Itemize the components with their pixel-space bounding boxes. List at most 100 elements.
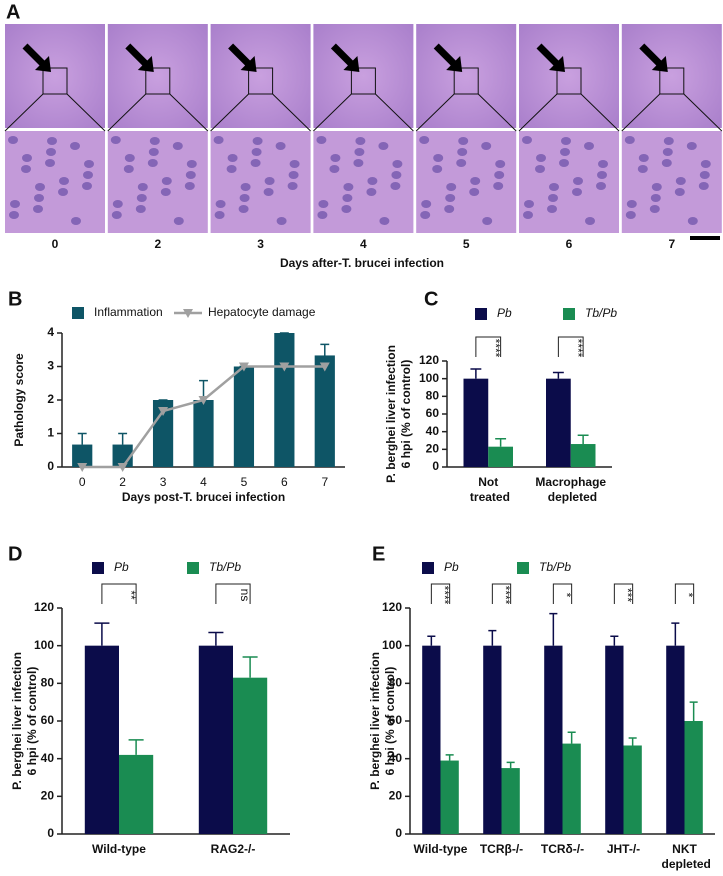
nucleus — [596, 182, 606, 190]
y-tick-label: 4 — [47, 325, 54, 339]
zoom-line — [4, 93, 44, 132]
legend-swatch — [517, 562, 529, 574]
zoom-line — [415, 93, 455, 132]
nucleus — [112, 200, 123, 208]
legend-swatch — [92, 562, 104, 574]
x-tick-label: Macrophage depleted — [535, 475, 606, 504]
y-tick-label: 100 — [382, 638, 402, 652]
error-bar — [118, 432, 128, 445]
nucleus — [378, 142, 389, 150]
nucleus — [561, 137, 571, 145]
bar — [72, 444, 93, 467]
nucleus — [661, 159, 672, 167]
nucleus — [433, 154, 444, 162]
nucleus — [392, 160, 403, 168]
nucleus — [522, 136, 532, 144]
bar — [546, 378, 571, 467]
nucleus — [226, 165, 237, 173]
zoom-box — [42, 67, 68, 95]
micrograph-high — [621, 131, 722, 233]
x-tick-label: Not treated — [467, 475, 510, 504]
nucleus — [148, 148, 159, 156]
bar — [544, 645, 563, 834]
significance-bracket — [613, 583, 634, 604]
nucleus — [445, 194, 456, 202]
nucleus — [186, 160, 197, 168]
x-tick-label: 7 — [321, 475, 328, 489]
error-bar — [495, 437, 507, 447]
micrograph-high — [5, 131, 105, 233]
nucleus — [624, 136, 635, 144]
nucleus — [572, 188, 582, 196]
nucleus — [215, 200, 226, 208]
y-axis-label: Pathology score — [12, 353, 26, 447]
error-bar — [427, 635, 436, 646]
bar — [274, 333, 295, 467]
error-bar — [549, 612, 558, 646]
nucleus — [626, 200, 637, 208]
nucleus — [481, 142, 492, 150]
nucleus — [391, 171, 402, 179]
significance-label: **** — [437, 586, 451, 605]
y-tick-label: 100 — [419, 371, 439, 385]
day-label: 4 — [360, 237, 367, 251]
bar — [562, 743, 581, 834]
nucleus — [523, 211, 533, 219]
bar — [233, 677, 268, 834]
nucleus — [366, 188, 377, 196]
x-tick-label: JHT-/- — [607, 842, 640, 856]
zoom-box — [453, 67, 479, 95]
nucleus — [674, 188, 685, 196]
bar — [198, 645, 233, 834]
micrograph-low — [416, 24, 517, 128]
arrow-head — [35, 56, 51, 72]
nucleus — [456, 159, 467, 167]
error-bar — [242, 656, 258, 678]
zoom-line — [66, 93, 106, 132]
nucleus — [9, 211, 19, 219]
line-marker — [117, 463, 128, 472]
nucleus — [289, 160, 300, 168]
y-tick-label: 80 — [41, 676, 55, 690]
significance-label: * — [559, 593, 573, 598]
zoom-line — [375, 93, 414, 132]
zoom-line — [313, 93, 352, 132]
y-tick-label: 0 — [432, 459, 439, 473]
nucleus — [47, 137, 57, 145]
panel-label: C — [424, 288, 438, 310]
significance-bracket — [101, 583, 137, 604]
error-bar — [689, 701, 698, 721]
legend-label: Hepatocyte damage — [208, 305, 316, 319]
error-bar — [577, 434, 589, 445]
bar — [233, 366, 255, 467]
x-tick-label: 2 — [119, 475, 126, 489]
x-tick-line: treated — [467, 490, 510, 504]
micrograph-low — [519, 24, 619, 128]
nucleus — [457, 148, 468, 156]
significance-bracket — [552, 583, 573, 604]
legend-swatch — [563, 308, 575, 320]
arrow — [228, 43, 254, 69]
zoom-line — [621, 93, 661, 132]
line-marker — [319, 362, 330, 372]
nucleus — [172, 142, 183, 150]
zoom-box — [659, 67, 685, 95]
significance-label: **** — [488, 339, 502, 358]
nucleus — [547, 205, 557, 213]
micrograph-high — [107, 131, 208, 233]
arrow — [536, 43, 562, 69]
nucleus — [21, 165, 31, 173]
nucleus — [136, 194, 147, 202]
legend-swatch — [187, 562, 199, 574]
y-tick-label: 120 — [34, 600, 54, 614]
y-tick-label: 60 — [389, 713, 403, 727]
significance-bracket — [215, 583, 251, 604]
y-tick-label: 100 — [34, 638, 54, 652]
nucleus — [71, 217, 81, 225]
y-tick-label: 20 — [426, 442, 440, 456]
nucleus — [638, 154, 649, 162]
nucleus — [625, 211, 636, 219]
arrow — [22, 43, 48, 69]
bar — [570, 444, 596, 467]
nucleus — [699, 171, 710, 179]
